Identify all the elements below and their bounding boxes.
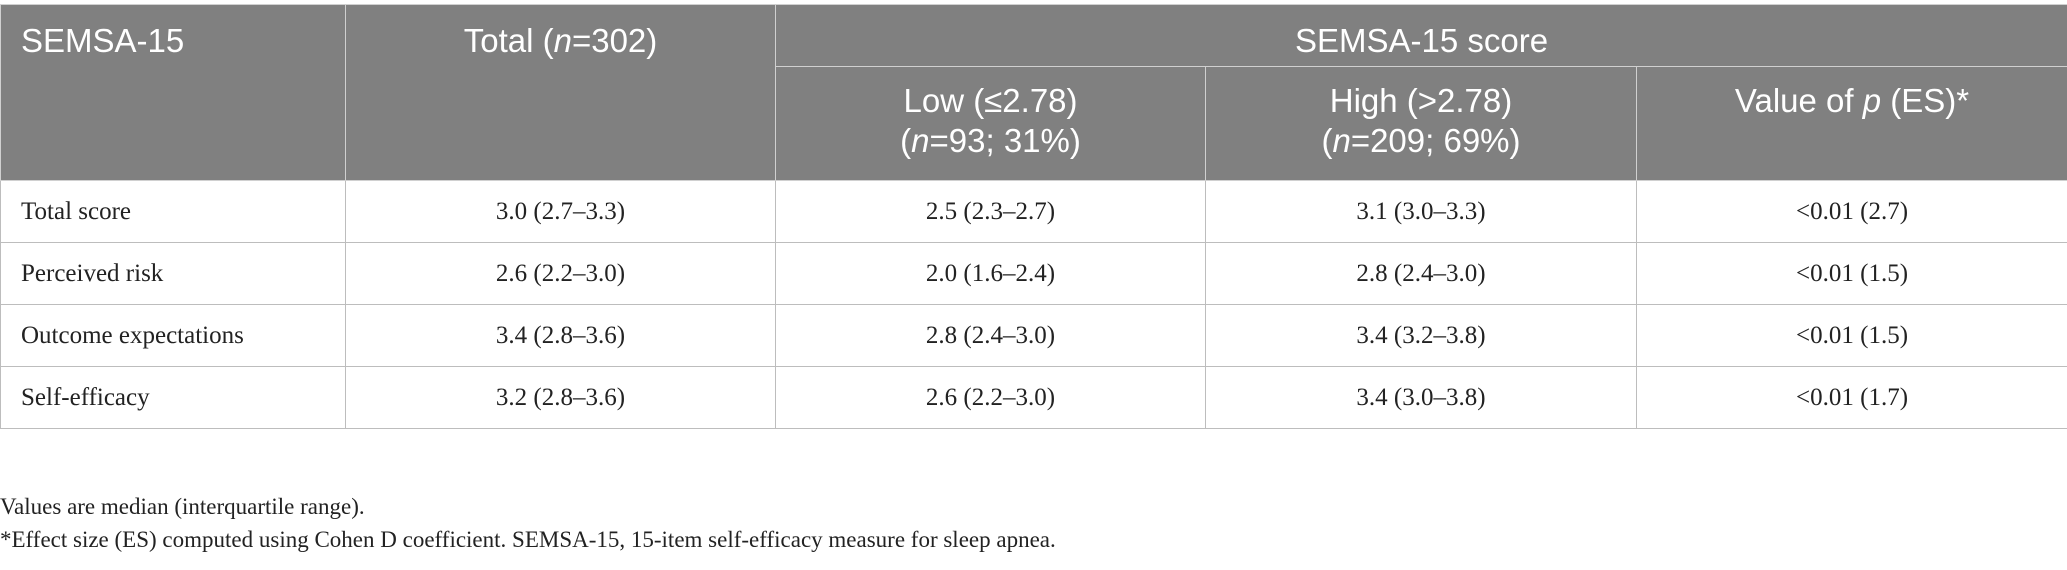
- header-low-line1: Low (≤2.78): [903, 82, 1078, 119]
- header-total: Total (n=302): [345, 4, 776, 181]
- cell-high: 3.4 (3.0–3.8): [1205, 366, 1637, 429]
- header-low-line2: (n=93; 31%): [900, 122, 1081, 159]
- table-body: Total score 3.0 (2.7–3.3) 2.5 (2.3–2.7) …: [0, 180, 2067, 429]
- table-row: Self-efficacy 3.2 (2.8–3.6) 2.6 (2.2–3.0…: [0, 366, 2067, 429]
- footnote-values: Values are median (interquartile range).: [0, 494, 365, 519]
- header-low-rest: =93; 31%): [929, 122, 1081, 159]
- header-total-suffix: =302): [571, 22, 658, 59]
- row-label: Total score: [0, 180, 346, 243]
- header-score-group-label: SEMSA-15 score: [1294, 22, 1549, 59]
- cell-pvalue: <0.01 (1.5): [1635, 242, 2067, 305]
- header-high-line1: High (>2.78): [1329, 82, 1513, 119]
- results-table-container: SEMSA-15 Total (n=302) SEMSA-15 score Lo…: [0, 4, 2067, 429]
- row-label: Outcome expectations: [0, 304, 346, 367]
- cell-low: 2.6 (2.2–3.0): [775, 366, 1206, 429]
- row-label: Self-efficacy: [0, 366, 346, 429]
- table-row: Outcome expectations 3.4 (2.8–3.6) 2.8 (…: [0, 304, 2067, 367]
- header-pvalue: Value of p (ES)*: [1635, 66, 2067, 181]
- header-semsa: SEMSA-15: [0, 4, 346, 181]
- header-score-group: SEMSA-15 score: [774, 4, 2067, 67]
- table-footnotes: Values are median (interquartile range).…: [0, 490, 1056, 556]
- cell-pvalue: <0.01 (2.7): [1635, 180, 2067, 243]
- semsa-results-table: SEMSA-15 Total (n=302) SEMSA-15 score Lo…: [0, 4, 2067, 429]
- cell-low: 2.8 (2.4–3.0): [775, 304, 1206, 367]
- cell-high: 3.4 (3.2–3.8): [1205, 304, 1637, 367]
- cell-high: 3.1 (3.0–3.3): [1205, 180, 1637, 243]
- cell-total: 3.4 (2.8–3.6): [345, 304, 776, 367]
- header-low: Low (≤2.78) (n=93; 31%): [775, 66, 1206, 181]
- header-pvalue-suffix: (ES)*: [1881, 82, 1970, 119]
- cell-high: 2.8 (2.4–3.0): [1205, 242, 1637, 305]
- table-header: SEMSA-15 Total (n=302) SEMSA-15 score Lo…: [0, 4, 2067, 181]
- cell-low: 2.0 (1.6–2.4): [775, 242, 1206, 305]
- header-semsa-label: SEMSA-15: [21, 22, 185, 59]
- table-row: Total score 3.0 (2.7–3.3) 2.5 (2.3–2.7) …: [0, 180, 2067, 243]
- cell-low: 2.5 (2.3–2.7): [775, 180, 1206, 243]
- cell-pvalue: <0.01 (1.5): [1635, 304, 2067, 367]
- cell-pvalue: <0.01 (1.7): [1635, 366, 2067, 429]
- header-low-n: n: [911, 122, 930, 159]
- header-high-n: n: [1332, 122, 1351, 159]
- header-high: High (>2.78) (n=209; 69%): [1205, 66, 1637, 181]
- header-total-n: n: [553, 22, 572, 59]
- header-pvalue-p: p: [1862, 82, 1882, 119]
- header-pvalue-prefix: Value of: [1734, 82, 1863, 119]
- table-row: Perceived risk 2.6 (2.2–3.0) 2.0 (1.6–2.…: [0, 242, 2067, 305]
- cell-total: 2.6 (2.2–3.0): [345, 242, 776, 305]
- cell-total: 3.0 (2.7–3.3): [345, 180, 776, 243]
- cell-total: 3.2 (2.8–3.6): [345, 366, 776, 429]
- header-high-line2: (n=209; 69%): [1321, 122, 1521, 159]
- header-total-prefix: Total (: [463, 22, 554, 59]
- header-high-rest: =209; 69%): [1350, 122, 1521, 159]
- footnote-effect-size: *Effect size (ES) computed using Cohen D…: [0, 527, 1056, 552]
- row-label: Perceived risk: [0, 242, 346, 305]
